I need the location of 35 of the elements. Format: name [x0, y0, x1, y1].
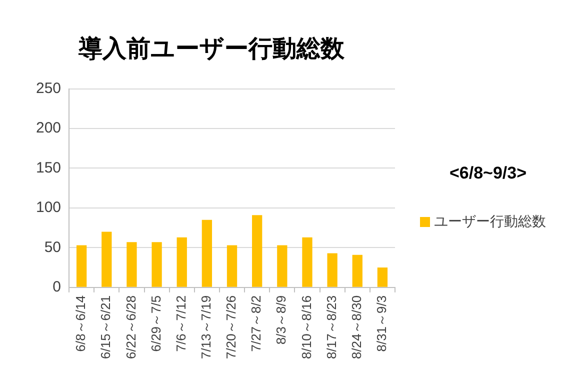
bar	[126, 242, 137, 287]
bar	[377, 268, 388, 287]
bar	[76, 245, 87, 287]
y-tick-label: 150	[36, 159, 62, 176]
y-tick-label: 50	[44, 238, 62, 256]
bar	[252, 215, 262, 287]
bar	[202, 220, 212, 287]
x-tick-label: 7/27～8/2	[248, 295, 264, 352]
x-tick-label: 6/15～6/21	[98, 295, 114, 360]
bar	[176, 237, 187, 287]
text: <6/8~9/3>	[449, 164, 527, 183]
x-tick-label: 8/17～8/23	[324, 295, 339, 360]
x-tick-label: 7/13～7/19	[198, 295, 214, 360]
bar	[302, 237, 312, 287]
chart-title: 導入前ユーザー行動総数	[78, 34, 346, 63]
y-tick-label: 250	[36, 80, 62, 97]
y-tick-label: 100	[36, 199, 62, 216]
bar	[352, 254, 362, 287]
bar	[277, 245, 288, 287]
x-tick-label: 8/24～8/30	[348, 295, 364, 360]
y-tick-label: 200	[36, 120, 62, 137]
bar	[102, 232, 112, 287]
x-tick-label: 8/10～8/16	[298, 295, 314, 360]
bar	[327, 253, 338, 287]
bar	[152, 242, 162, 287]
x-tick-label: 6/29～7/5	[148, 295, 164, 352]
x-tick-label: 7/6～7/12	[173, 295, 188, 352]
x-tick-label: 8/31～9/3	[374, 295, 390, 352]
y-tick-label: 0	[52, 278, 62, 296]
bar	[226, 245, 238, 287]
x-tick-label: 6/22～6/28	[123, 295, 138, 360]
x-tick-label: 6/8～6/14	[73, 295, 88, 352]
legend-label: ユーザー行動総数	[434, 213, 546, 231]
x-tick-label: 8/3～8/9	[274, 295, 289, 345]
x-tick-label: 7/20～7/26	[224, 295, 239, 360]
